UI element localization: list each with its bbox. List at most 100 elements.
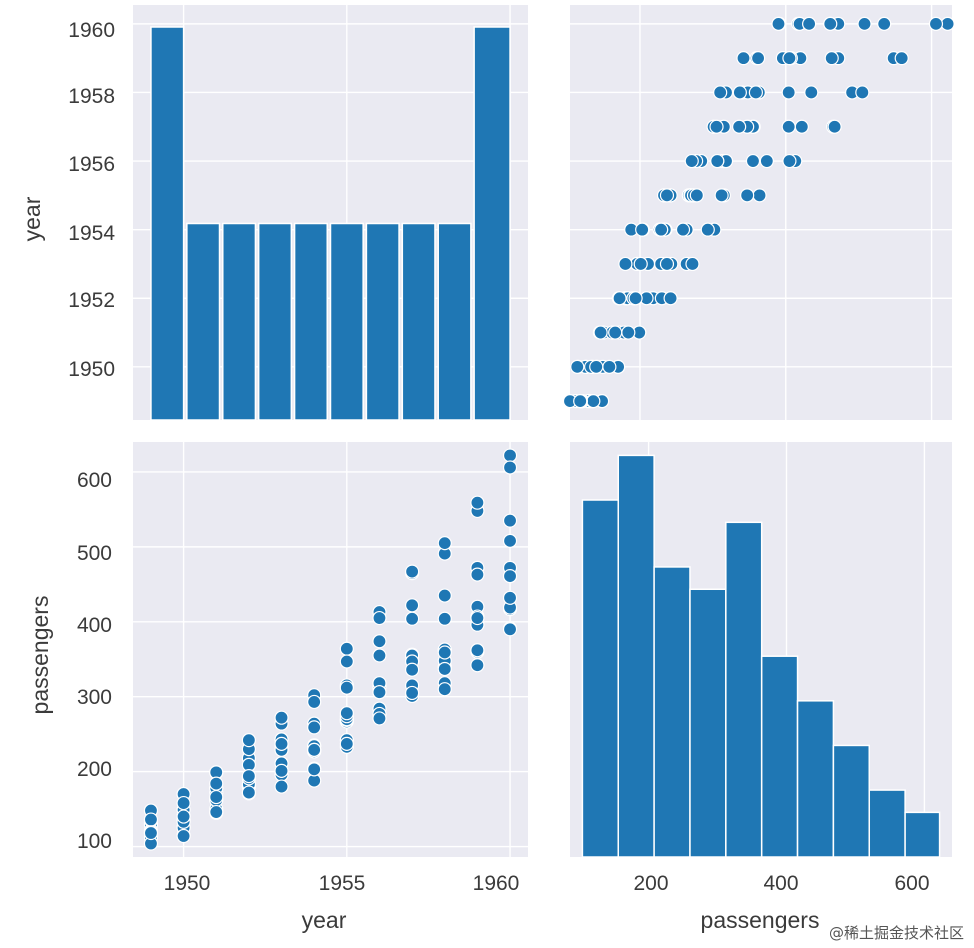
scatter-point xyxy=(740,188,755,203)
scatter-point xyxy=(470,567,485,582)
histogram-bar xyxy=(832,744,871,858)
scatter-point xyxy=(209,789,224,805)
x-tick-year-1950: 1950 xyxy=(164,872,211,895)
x-tick-passengers-200: 200 xyxy=(633,872,668,895)
scatter-point xyxy=(732,85,747,100)
scatter-point xyxy=(940,16,955,31)
scatter-point xyxy=(713,85,728,100)
scatter-point xyxy=(823,16,838,31)
scatter-point xyxy=(771,16,786,31)
histogram-bar xyxy=(796,700,835,858)
scatter-point xyxy=(339,641,354,656)
histogram-bar xyxy=(186,222,221,421)
histogram-bar xyxy=(653,566,691,858)
scatter-point xyxy=(602,359,617,374)
scatter-point xyxy=(470,643,485,658)
scatter-point xyxy=(176,809,191,824)
scatter-point xyxy=(659,256,675,272)
scatter-point xyxy=(855,85,870,100)
scatter-point xyxy=(710,153,725,169)
scatter-point xyxy=(684,153,699,169)
scatter-point xyxy=(209,776,224,791)
scatter-point xyxy=(274,710,289,725)
histogram-bar xyxy=(293,222,328,421)
scatter-point xyxy=(143,812,159,827)
scatter-point xyxy=(857,16,872,31)
scatter-point xyxy=(339,654,354,669)
histogram-bar xyxy=(617,454,655,858)
scatter-point xyxy=(307,742,322,757)
scatter-point xyxy=(502,622,518,637)
histogram-bar xyxy=(365,222,400,421)
scatter-point xyxy=(827,119,842,134)
scatter-point xyxy=(589,359,604,374)
histogram-bar xyxy=(437,222,472,421)
panel-year-vs-passengers-background xyxy=(570,5,952,420)
panel-passengers-vs-year xyxy=(133,442,528,857)
scatter-point xyxy=(877,16,892,31)
histogram-bar xyxy=(904,811,941,858)
scatter-point xyxy=(689,188,704,203)
scatter-point xyxy=(241,768,256,784)
scatter-point xyxy=(274,736,289,751)
scatter-point xyxy=(628,291,643,306)
scatter-point xyxy=(502,448,518,463)
x-tick-year-1960: 1960 xyxy=(473,872,520,895)
panel-year-histogram xyxy=(133,5,528,421)
scatter-point xyxy=(372,685,387,700)
scatter-point xyxy=(339,680,354,695)
watermark: @稀土掘金技术社区 xyxy=(829,924,964,942)
scatter-point xyxy=(781,85,796,100)
scatter-point xyxy=(274,779,289,794)
scatter-point xyxy=(470,658,485,673)
scatter-point xyxy=(781,119,796,134)
scatter-point xyxy=(752,188,767,203)
scatter-point xyxy=(502,533,518,548)
histogram-bar xyxy=(760,655,799,858)
x-tick-passengers-400: 400 xyxy=(763,872,798,895)
histogram-bar xyxy=(401,222,436,421)
y-tick-passengers-300: 300 xyxy=(77,686,112,709)
scatter-point xyxy=(759,153,774,169)
y-axis-label-passengers: passengers xyxy=(27,596,53,715)
panel-year-vs-passengers xyxy=(562,5,955,420)
scatter-point xyxy=(685,256,700,272)
x-axis-label-year: year xyxy=(302,907,347,933)
scatter-point xyxy=(437,661,452,677)
scatter-point xyxy=(470,610,485,626)
scatter-point xyxy=(824,51,839,66)
y-tick-year-1958: 1958 xyxy=(68,85,115,108)
x-axis-label-passengers: passengers xyxy=(701,907,820,933)
scatter-point xyxy=(241,733,256,748)
y-tick-passengers-600: 600 xyxy=(77,469,112,492)
histogram-bar xyxy=(222,222,257,421)
panel-passengers-vs-year-background xyxy=(133,442,528,857)
x-tick-year-1955: 1955 xyxy=(319,872,366,895)
y-tick-passengers-100: 100 xyxy=(77,830,112,853)
scatter-point xyxy=(586,394,601,409)
x-tick-passengers-600: 600 xyxy=(894,872,929,895)
scatter-point xyxy=(241,785,256,800)
histogram-bar xyxy=(257,222,293,421)
scatter-point xyxy=(437,588,452,603)
scatter-point xyxy=(437,682,452,697)
histogram-bar xyxy=(868,789,906,858)
scatter-point xyxy=(437,536,452,551)
scatter-point xyxy=(437,611,452,626)
scatter-point xyxy=(339,706,354,721)
histogram-bar xyxy=(150,26,185,421)
scatter-point xyxy=(405,662,420,677)
histogram-bar xyxy=(725,521,763,858)
scatter-point xyxy=(502,513,518,528)
scatter-point xyxy=(745,153,761,169)
scatter-point xyxy=(437,645,452,660)
scatter-point xyxy=(274,763,289,778)
scatter-point xyxy=(372,634,387,649)
scatter-point xyxy=(405,611,420,626)
scatter-point xyxy=(209,804,224,820)
scatter-point xyxy=(470,495,485,510)
scatter-point xyxy=(176,795,191,811)
y-tick-year-1954: 1954 xyxy=(68,222,115,245)
scatter-point xyxy=(675,222,691,237)
scatter-point xyxy=(782,51,797,66)
